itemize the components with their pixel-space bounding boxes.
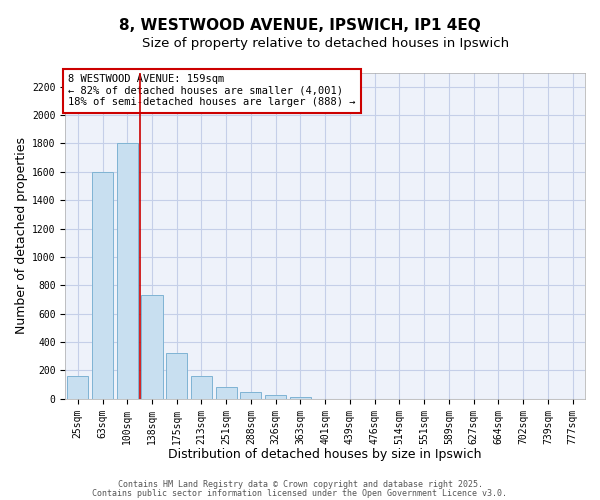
Bar [142,296,163,399]
X-axis label: Distribution of detached houses by size in Ipswich: Distribution of detached houses by size … [169,448,482,461]
Bar [265,396,286,399]
Bar [117,144,138,399]
Text: Contains HM Land Registry data © Crown copyright and database right 2025.: Contains HM Land Registry data © Crown c… [118,480,482,489]
Text: 8, WESTWOOD AVENUE, IPSWICH, IP1 4EQ: 8, WESTWOOD AVENUE, IPSWICH, IP1 4EQ [119,18,481,32]
Text: Contains public sector information licensed under the Open Government Licence v3: Contains public sector information licen… [92,488,508,498]
Y-axis label: Number of detached properties: Number of detached properties [15,137,28,334]
Bar [290,398,311,399]
Bar [92,172,113,399]
Bar [216,387,237,399]
Bar [241,392,262,399]
Bar [166,352,187,399]
Text: 8 WESTWOOD AVENUE: 159sqm
← 82% of detached houses are smaller (4,001)
18% of se: 8 WESTWOOD AVENUE: 159sqm ← 82% of detac… [68,74,355,108]
Bar [67,376,88,399]
Title: Size of property relative to detached houses in Ipswich: Size of property relative to detached ho… [142,38,509,51]
Bar [191,376,212,399]
